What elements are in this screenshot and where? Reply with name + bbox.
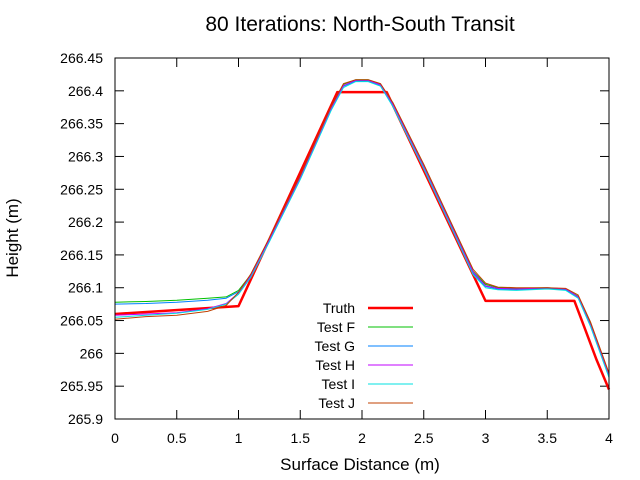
series-line-test-h [114,79,610,376]
legend-label-test-f: Test F [317,319,355,335]
x-tick-label: 2.5 [414,430,434,446]
x-tick-label: 4 [605,430,613,446]
x-tick-label: 0.5 [167,430,187,446]
legend-label-test-h: Test H [315,357,355,373]
series-line-test-f [114,79,610,375]
legend-label-truth: Truth [323,300,355,316]
y-tick-label: 266.15 [60,247,103,263]
x-tick-label: 1 [235,430,243,446]
y-tick-label: 265.9 [68,411,103,427]
y-tick-label: 266 [80,345,104,361]
x-axis-label: Surface Distance (m) [280,455,440,474]
x-tick-label: 2 [358,430,366,446]
y-tick-label: 266.35 [60,116,103,132]
y-tick-label: 266.05 [60,313,103,329]
series-line-test-j [114,79,610,374]
legend-label-test-j: Test J [318,395,355,411]
y-tick-label: 266.1 [68,280,103,296]
legend: Truth Test F Test G Test H Test I Test J [315,300,413,411]
y-axis-label: Height (m) [3,198,22,277]
plot-frame [114,57,610,420]
legend-label-test-g: Test G [315,338,355,354]
series-line-truth [114,90,611,390]
x-tick-label: 3.5 [538,430,558,446]
y-tick-label: 266.3 [68,148,103,164]
series-line-test-g [114,80,610,377]
y-tick-label: 265.95 [60,378,103,394]
y-tick-label: 266.4 [68,83,103,99]
y-tick-label: 266.2 [68,214,103,230]
y-tick-label: 266.25 [60,181,103,197]
x-tick-label: 1.5 [291,430,311,446]
chart-title: 80 Iterations: North-South Transit [205,13,514,36]
series-line-test-i [114,81,610,378]
y-tick-label: 266.45 [60,50,103,66]
x-tick-label: 0 [111,430,119,446]
legend-label-test-i: Test I [322,376,355,392]
x-tick-label: 3 [482,430,490,446]
